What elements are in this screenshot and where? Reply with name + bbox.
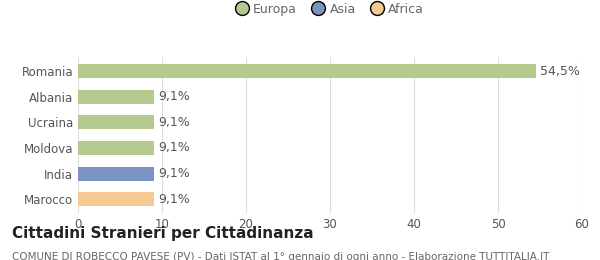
Text: Cittadini Stranieri per Cittadinanza: Cittadini Stranieri per Cittadinanza	[12, 226, 314, 241]
Bar	[78, 90, 154, 104]
Text: 54,5%: 54,5%	[540, 65, 580, 78]
Text: 9,1%: 9,1%	[158, 193, 190, 206]
Bar	[78, 64, 536, 78]
Text: 9,1%: 9,1%	[158, 141, 190, 154]
Bar	[78, 141, 154, 155]
Text: 9,1%: 9,1%	[158, 167, 190, 180]
Text: COMUNE DI ROBECCO PAVESE (PV) - Dati ISTAT al 1° gennaio di ogni anno - Elaboraz: COMUNE DI ROBECCO PAVESE (PV) - Dati IST…	[12, 252, 550, 260]
Text: 9,1%: 9,1%	[158, 116, 190, 129]
Bar	[78, 192, 154, 206]
Bar	[78, 166, 154, 180]
Bar	[78, 115, 154, 129]
Legend: Europa, Asia, Africa: Europa, Asia, Africa	[231, 0, 429, 21]
Text: 9,1%: 9,1%	[158, 90, 190, 103]
